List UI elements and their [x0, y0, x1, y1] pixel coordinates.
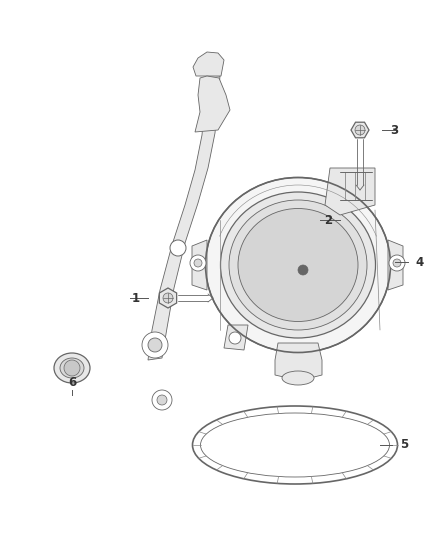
Ellipse shape: [60, 358, 84, 378]
Circle shape: [142, 332, 168, 358]
Circle shape: [163, 293, 173, 303]
Polygon shape: [192, 240, 207, 290]
Ellipse shape: [220, 192, 375, 338]
Circle shape: [148, 338, 162, 352]
Ellipse shape: [205, 177, 391, 352]
Polygon shape: [193, 52, 224, 76]
Text: 3: 3: [390, 124, 398, 136]
Polygon shape: [325, 168, 375, 215]
Circle shape: [355, 125, 365, 135]
Circle shape: [389, 255, 405, 271]
Ellipse shape: [229, 200, 367, 330]
Text: 4: 4: [416, 255, 424, 269]
Polygon shape: [275, 343, 322, 378]
Circle shape: [229, 332, 241, 344]
Polygon shape: [195, 76, 230, 132]
Text: 6: 6: [68, 376, 76, 390]
Text: 2: 2: [324, 214, 332, 227]
Text: 5: 5: [400, 439, 408, 451]
Circle shape: [152, 390, 172, 410]
Circle shape: [298, 265, 308, 275]
Circle shape: [170, 240, 186, 256]
Circle shape: [194, 259, 202, 267]
Circle shape: [393, 259, 401, 267]
Text: 1: 1: [132, 292, 140, 304]
Ellipse shape: [238, 208, 358, 321]
Polygon shape: [224, 325, 248, 350]
Polygon shape: [159, 288, 177, 308]
Circle shape: [157, 395, 167, 405]
Circle shape: [190, 255, 206, 271]
Polygon shape: [351, 122, 369, 138]
Polygon shape: [148, 75, 220, 360]
Ellipse shape: [282, 371, 314, 385]
Circle shape: [64, 360, 80, 376]
Polygon shape: [388, 240, 403, 290]
Ellipse shape: [54, 353, 90, 383]
